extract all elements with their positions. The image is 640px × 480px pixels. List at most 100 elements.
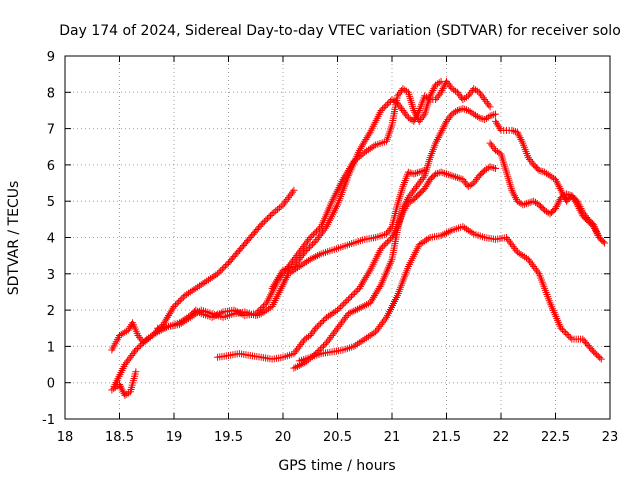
data-point <box>161 317 169 325</box>
data-point <box>433 135 441 143</box>
data-point <box>272 207 280 215</box>
data-point <box>124 326 132 334</box>
data-point <box>466 227 474 235</box>
data-point <box>276 272 284 280</box>
data-point <box>181 315 189 323</box>
data-point <box>399 85 407 93</box>
chart-title: Day 174 of 2024, Sidereal Day-to-day VTE… <box>59 23 621 39</box>
data-point <box>393 224 401 232</box>
data-point <box>355 146 363 154</box>
data-point <box>462 93 470 101</box>
data-point <box>267 211 275 219</box>
data-point <box>366 145 374 153</box>
x-tick-label: 18 <box>57 430 74 445</box>
data-point <box>370 329 378 337</box>
data-point <box>404 114 412 122</box>
data-point <box>363 334 371 342</box>
data-point <box>447 112 455 120</box>
data-point <box>521 200 529 208</box>
data-point <box>338 319 346 327</box>
x-tick-label: 23 <box>602 430 619 445</box>
data-point <box>546 172 554 180</box>
data-point <box>380 241 388 249</box>
data-point <box>412 114 420 122</box>
data-point <box>446 171 454 179</box>
data-point <box>504 235 512 243</box>
data-point <box>173 299 181 307</box>
data-point <box>367 297 375 305</box>
data-point <box>377 106 385 114</box>
data-point <box>459 96 467 104</box>
data-point <box>342 313 350 321</box>
data-point <box>433 137 441 145</box>
data-point <box>270 281 278 289</box>
data-point <box>564 191 572 199</box>
data-point <box>329 330 337 338</box>
data-point <box>415 168 423 176</box>
data-point <box>299 260 307 268</box>
data-point <box>439 169 447 177</box>
data-point <box>373 326 381 334</box>
y-tick-label: 1 <box>47 340 55 355</box>
data-point <box>332 326 340 334</box>
data-point <box>475 114 483 122</box>
data-point <box>336 321 344 329</box>
data-point <box>423 181 431 189</box>
data-point <box>314 252 322 260</box>
data-point <box>364 333 372 341</box>
data-point <box>324 337 332 345</box>
data-point <box>181 292 189 300</box>
data-point <box>429 86 437 94</box>
data-point <box>453 106 461 114</box>
data-point <box>568 192 576 200</box>
data-point <box>537 167 545 175</box>
data-point <box>468 180 476 188</box>
data-point <box>486 139 494 147</box>
data-point <box>126 353 134 361</box>
data-point <box>413 169 421 177</box>
data-point <box>261 300 269 308</box>
data-point <box>413 112 421 120</box>
data-point <box>419 174 427 182</box>
data-point <box>376 322 384 330</box>
data-point <box>467 88 475 96</box>
data-point <box>493 119 501 127</box>
data-point <box>487 141 495 149</box>
data-point <box>272 277 280 285</box>
data-point <box>372 290 380 298</box>
data-point <box>387 224 395 232</box>
data-point <box>208 313 216 321</box>
data-point <box>166 310 174 318</box>
data-point <box>145 334 153 342</box>
data-point <box>291 261 299 269</box>
data-point <box>290 263 298 271</box>
data-point <box>361 335 369 343</box>
data-point <box>575 204 583 212</box>
data-point <box>556 184 564 192</box>
data-point <box>440 123 448 131</box>
data-point <box>381 315 389 323</box>
data-point <box>574 203 582 211</box>
data-point <box>143 335 151 343</box>
data-point <box>363 272 371 280</box>
data-point <box>413 183 421 191</box>
data-point <box>457 94 465 102</box>
data-point <box>330 309 338 317</box>
data-point <box>316 232 324 240</box>
data-point <box>312 324 320 332</box>
data-point <box>257 221 265 229</box>
data-point <box>423 93 431 101</box>
x-tick-label: 22.5 <box>541 430 570 445</box>
data-point <box>314 226 322 234</box>
data-point <box>368 143 376 151</box>
data-point <box>290 364 298 372</box>
data-point <box>479 115 487 123</box>
data-point <box>445 114 453 122</box>
data-point <box>437 168 445 176</box>
data-point <box>433 80 441 88</box>
y-tick-label: 2 <box>47 304 55 319</box>
data-point <box>463 181 471 189</box>
data-point <box>362 135 370 143</box>
data-point <box>444 171 452 179</box>
data-point <box>310 239 318 247</box>
